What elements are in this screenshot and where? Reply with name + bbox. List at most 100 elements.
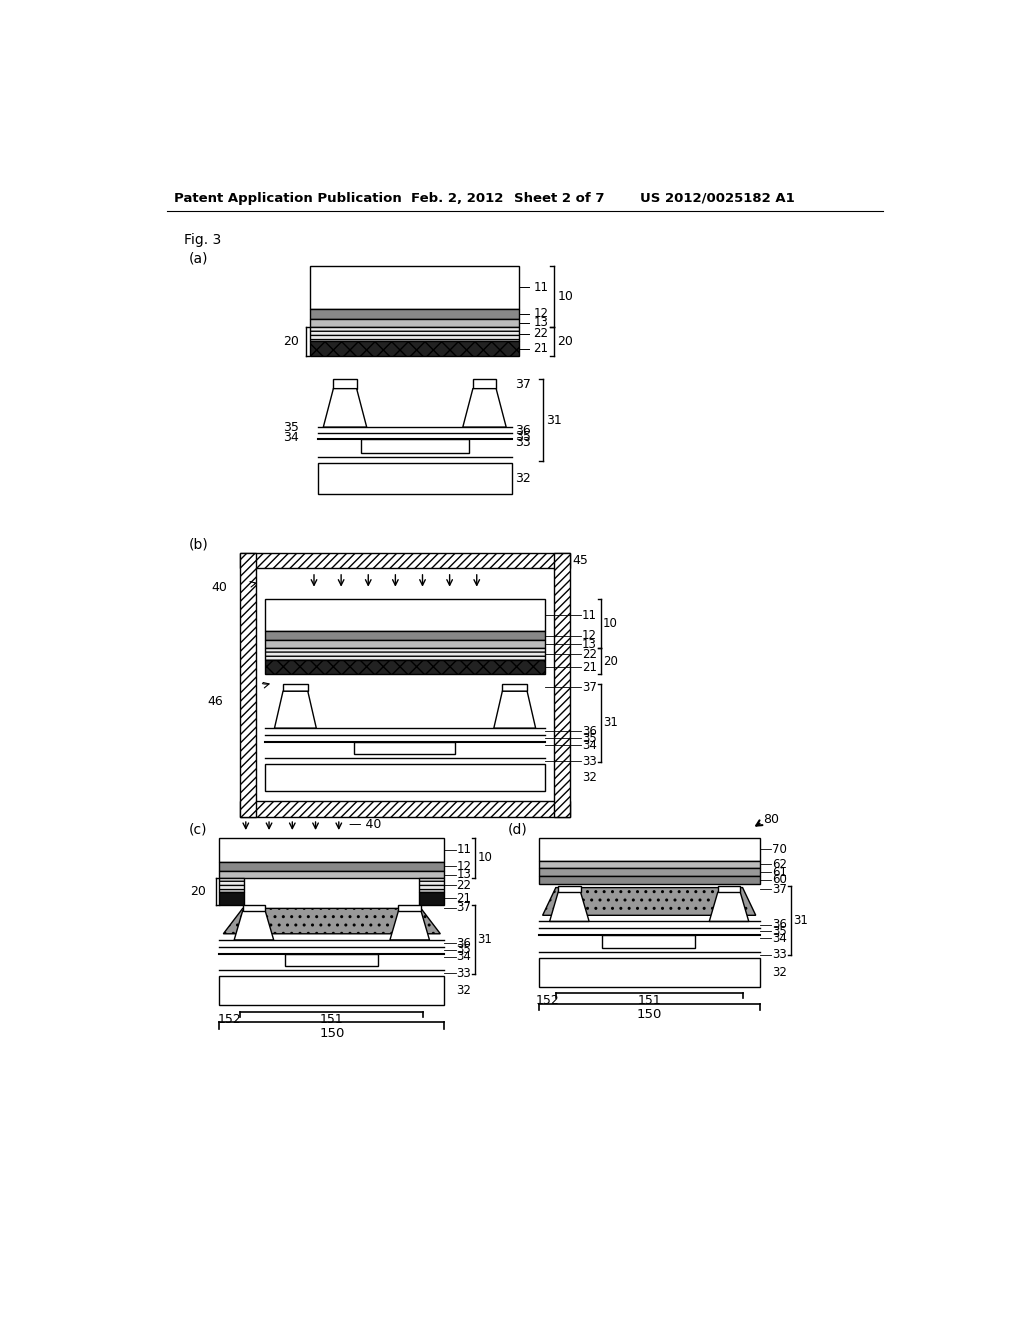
Text: 46: 46: [208, 694, 223, 708]
Text: 20: 20: [190, 884, 206, 898]
Text: 21: 21: [583, 661, 597, 675]
Text: 32: 32: [457, 985, 471, 998]
Bar: [473, 379, 496, 388]
Text: (b): (b): [188, 539, 208, 552]
Text: 61: 61: [772, 866, 787, 879]
Text: 33: 33: [583, 755, 597, 768]
Bar: [554, 553, 569, 817]
Text: 36: 36: [772, 917, 786, 931]
Polygon shape: [274, 692, 316, 729]
Bar: [265, 648, 545, 660]
Text: 12: 12: [457, 859, 472, 873]
Text: 11: 11: [457, 843, 472, 857]
Text: 37: 37: [583, 681, 597, 694]
Text: 32: 32: [583, 771, 597, 784]
Text: (c): (c): [188, 822, 207, 837]
Bar: [219, 977, 444, 1006]
Text: 34: 34: [583, 739, 597, 751]
Text: Patent Application Publication: Patent Application Publication: [174, 191, 402, 205]
Bar: [241, 553, 569, 568]
Text: 10: 10: [603, 616, 617, 630]
Text: 31: 31: [477, 933, 493, 945]
Text: 151: 151: [637, 994, 662, 1007]
Text: 10: 10: [557, 290, 573, 304]
Text: 33: 33: [515, 436, 531, 449]
Text: US 2012/0025182 A1: US 2012/0025182 A1: [640, 191, 795, 205]
Text: 37: 37: [772, 883, 786, 896]
Text: 40: 40: [211, 581, 226, 594]
Bar: [420, 878, 444, 892]
Bar: [241, 553, 256, 817]
Text: 10: 10: [477, 851, 493, 865]
Text: 32: 32: [515, 473, 531, 486]
Text: 20: 20: [603, 655, 617, 668]
Text: 35: 35: [772, 925, 786, 939]
Bar: [243, 904, 265, 911]
Polygon shape: [550, 892, 589, 921]
Text: 151: 151: [319, 1012, 344, 1026]
Polygon shape: [494, 692, 536, 729]
Bar: [219, 878, 245, 892]
Bar: [310, 341, 519, 356]
Bar: [539, 876, 760, 884]
Bar: [558, 886, 581, 892]
Bar: [334, 379, 356, 388]
Text: 60: 60: [772, 874, 786, 887]
Text: 37: 37: [457, 902, 471, 915]
Text: 152: 152: [218, 1012, 242, 1026]
Bar: [265, 640, 545, 648]
Text: 33: 33: [457, 966, 471, 979]
Bar: [219, 838, 444, 862]
Bar: [219, 862, 444, 871]
Text: Fig. 3: Fig. 3: [183, 234, 221, 247]
Text: 45: 45: [572, 554, 589, 566]
Bar: [360, 440, 469, 453]
Text: 36: 36: [457, 936, 471, 949]
Text: 32: 32: [772, 966, 786, 979]
Text: 150: 150: [637, 1008, 662, 1022]
Text: 13: 13: [457, 869, 471, 880]
Polygon shape: [223, 908, 440, 933]
Text: 12: 12: [583, 630, 597, 643]
Polygon shape: [390, 911, 429, 940]
Bar: [310, 318, 519, 327]
Text: 35: 35: [283, 421, 299, 434]
Text: 22: 22: [457, 879, 472, 892]
Bar: [539, 869, 760, 876]
Text: 150: 150: [319, 1027, 344, 1040]
Text: 31: 31: [603, 717, 617, 730]
Bar: [539, 861, 760, 869]
Text: 35: 35: [583, 731, 597, 744]
Bar: [420, 892, 444, 904]
Bar: [219, 892, 245, 904]
Text: 20: 20: [283, 335, 299, 348]
Text: 35: 35: [457, 944, 471, 957]
Bar: [539, 838, 760, 861]
Text: — 40: — 40: [349, 818, 381, 832]
Bar: [310, 267, 519, 309]
Polygon shape: [234, 911, 273, 940]
Bar: [354, 742, 455, 755]
Polygon shape: [710, 892, 749, 921]
Text: (a): (a): [188, 252, 208, 265]
Text: 12: 12: [534, 308, 548, 319]
Text: 152: 152: [536, 994, 559, 1007]
Polygon shape: [324, 388, 367, 428]
Text: 34: 34: [283, 430, 299, 444]
Text: 34: 34: [772, 932, 786, 945]
Polygon shape: [543, 887, 756, 915]
Text: 80: 80: [764, 813, 779, 825]
Text: 20: 20: [557, 335, 573, 348]
Text: 21: 21: [534, 342, 548, 355]
Text: Sheet 2 of 7: Sheet 2 of 7: [514, 191, 604, 205]
Bar: [718, 886, 740, 892]
Bar: [286, 954, 378, 966]
Bar: [265, 599, 545, 631]
Text: 13: 13: [583, 638, 597, 651]
Bar: [310, 327, 519, 341]
Text: (d): (d): [508, 822, 527, 837]
Text: 34: 34: [457, 950, 471, 964]
Text: 22: 22: [583, 648, 597, 661]
Text: 36: 36: [583, 725, 597, 738]
Text: Feb. 2, 2012: Feb. 2, 2012: [411, 191, 503, 205]
